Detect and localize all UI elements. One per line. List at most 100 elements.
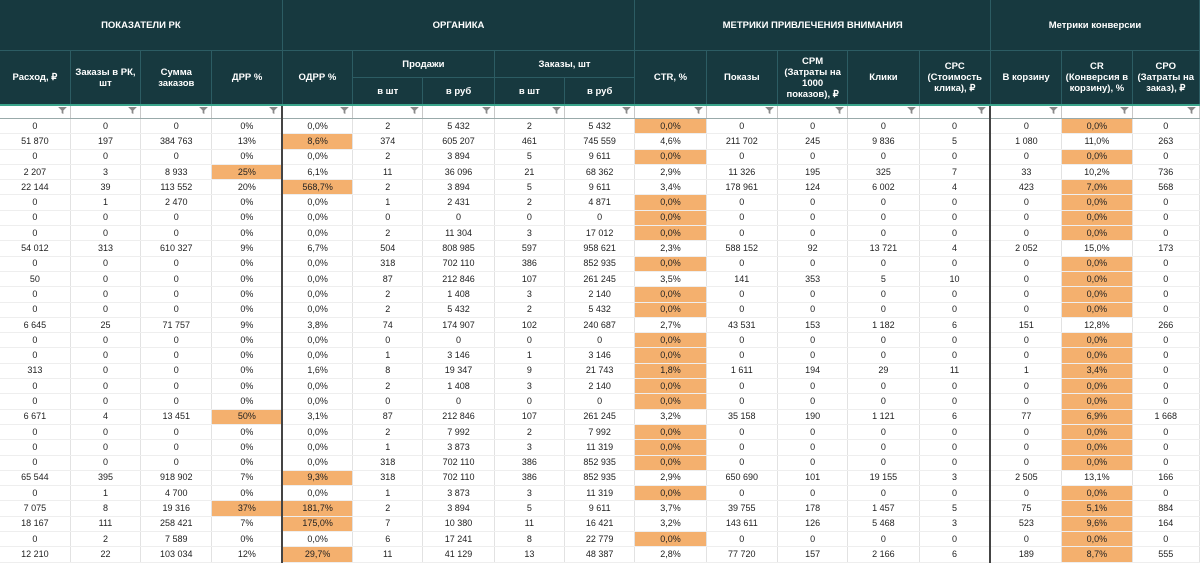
table-cell[interactable]: 25 <box>70 317 142 334</box>
table-cell[interactable]: 4 <box>919 179 991 196</box>
table-cell[interactable]: 0 <box>706 424 778 441</box>
table-cell[interactable]: 0 <box>0 149 71 165</box>
table-cell[interactable]: 318 <box>352 256 424 272</box>
table-cell[interactable]: 3 <box>494 225 566 242</box>
table-cell[interactable]: 3 <box>494 286 566 303</box>
table-cell[interactable]: 3 <box>919 470 991 487</box>
table-cell[interactable]: 1 <box>352 485 424 502</box>
table-cell[interactable]: 0 <box>706 439 778 456</box>
table-cell[interactable]: 0 <box>706 149 778 165</box>
filter-icon[interactable] <box>410 107 420 114</box>
table-cell[interactable]: 6,1% <box>281 164 354 181</box>
table-cell[interactable]: 11 304 <box>422 225 495 242</box>
table-cell[interactable]: 0 <box>919 378 991 395</box>
table-cell[interactable]: 0 <box>706 347 778 364</box>
table-cell[interactable]: 0 <box>1132 194 1200 211</box>
table-cell[interactable]: 0 <box>1132 271 1200 288</box>
table-cell[interactable]: 8,6% <box>281 133 354 150</box>
table-cell[interactable]: 211 702 <box>706 133 778 150</box>
table-cell[interactable]: 5,1% <box>1061 500 1133 517</box>
table-cell[interactable]: 0 <box>989 194 1063 211</box>
table-cell[interactable]: 2 470 <box>140 194 213 211</box>
col-header-orders-rub[interactable]: в руб <box>564 77 636 106</box>
table-cell[interactable]: 0,0% <box>281 455 354 471</box>
table-cell[interactable]: 263 <box>1132 133 1200 150</box>
table-cell[interactable]: 852 935 <box>564 256 636 272</box>
table-cell[interactable]: 0,0% <box>281 271 354 288</box>
table-cell[interactable]: 0 <box>0 332 71 349</box>
table-cell[interactable]: 13,1% <box>1061 470 1133 487</box>
table-cell[interactable]: 0 <box>777 378 849 395</box>
table-cell[interactable]: 212 846 <box>422 271 495 288</box>
table-cell[interactable]: 43 531 <box>706 317 778 334</box>
col-header-odrr[interactable]: ОДРР % <box>282 50 354 106</box>
table-cell[interactable]: 0% <box>211 531 283 548</box>
table-cell[interactable]: 0,0% <box>1061 256 1133 272</box>
table-cell[interactable]: 0,0% <box>634 286 707 303</box>
table-cell[interactable]: 16 421 <box>564 516 636 533</box>
table-cell[interactable]: 3 873 <box>422 485 495 502</box>
table-cell[interactable]: 101 <box>777 470 849 487</box>
table-cell[interactable]: 0 <box>0 256 71 272</box>
col-header-impressions[interactable]: Показы <box>706 50 778 106</box>
table-cell[interactable]: 918 902 <box>140 470 213 487</box>
table-cell[interactable]: 3 <box>494 439 566 456</box>
table-cell[interactable]: 1 <box>70 485 142 502</box>
col-header-sales-rub[interactable]: в руб <box>422 77 495 106</box>
table-cell[interactable]: 5 468 <box>847 516 920 533</box>
table-cell[interactable]: 384 763 <box>140 133 213 150</box>
table-cell[interactable]: 36 096 <box>422 164 495 181</box>
table-cell[interactable]: 2 166 <box>847 546 920 563</box>
table-cell[interactable]: 0% <box>211 149 283 165</box>
table-cell[interactable]: 0 <box>0 347 71 364</box>
table-cell[interactable]: 702 110 <box>422 455 495 471</box>
table-cell[interactable]: 0 <box>847 485 920 502</box>
filter-icon[interactable] <box>693 107 703 114</box>
table-cell[interactable]: 0 <box>564 332 636 349</box>
table-cell[interactable]: 0 <box>1132 286 1200 303</box>
table-cell[interactable]: 1,6% <box>281 363 354 380</box>
col-header-orders-sum[interactable]: Сумма заказов <box>140 50 213 106</box>
table-cell[interactable]: 3 873 <box>422 439 495 456</box>
table-cell[interactable]: 1 408 <box>422 286 495 303</box>
table-cell[interactable]: 0 <box>847 256 920 272</box>
table-cell[interactable]: 240 687 <box>564 317 636 334</box>
table-cell[interactable]: 0,0% <box>634 393 707 410</box>
table-cell[interactable]: 0,0% <box>634 225 707 242</box>
table-cell[interactable]: 3,5% <box>634 271 707 288</box>
table-cell[interactable]: 3,2% <box>634 409 707 425</box>
table-cell[interactable]: 0 <box>777 225 849 242</box>
table-cell[interactable]: 9% <box>211 317 283 334</box>
table-cell[interactable]: 0 <box>919 332 991 349</box>
table-cell[interactable]: 0 <box>1132 118 1200 135</box>
table-cell[interactable]: 0 <box>0 378 71 395</box>
table-cell[interactable]: 0,0% <box>634 332 707 349</box>
table-cell[interactable]: 124 <box>777 179 849 196</box>
table-cell[interactable]: 107 <box>494 271 566 288</box>
table-cell[interactable]: 0,0% <box>1061 271 1133 288</box>
table-cell[interactable]: 0 <box>1132 332 1200 349</box>
table-cell[interactable]: 6 002 <box>847 179 920 196</box>
table-cell[interactable]: 19 316 <box>140 500 213 517</box>
table-cell[interactable]: 0 <box>1132 302 1200 318</box>
table-cell[interactable]: 2 <box>352 378 424 395</box>
table-cell[interactable]: 0,0% <box>1061 455 1133 471</box>
table-cell[interactable]: 48 387 <box>564 546 636 563</box>
table-cell[interactable]: 0% <box>211 485 283 502</box>
table-cell[interactable]: 0,0% <box>634 347 707 364</box>
table-cell[interactable]: 0% <box>211 225 283 242</box>
table-cell[interactable]: 17 012 <box>564 225 636 242</box>
table-cell[interactable]: 2 052 <box>989 240 1063 257</box>
table-cell[interactable]: 11 319 <box>564 439 636 456</box>
table-cell[interactable]: 65 544 <box>0 470 71 487</box>
table-cell[interactable]: 2,7% <box>634 317 707 334</box>
table-cell[interactable]: 0 <box>847 378 920 395</box>
table-cell[interactable]: 0 <box>847 531 920 548</box>
table-cell[interactable]: 13 <box>494 546 566 563</box>
table-cell[interactable]: 5 432 <box>564 302 636 318</box>
table-cell[interactable]: 0 <box>989 149 1063 165</box>
table-cell[interactable]: 0 <box>70 118 142 135</box>
table-cell[interactable]: 0 <box>70 256 142 272</box>
table-cell[interactable]: 141 <box>706 271 778 288</box>
table-cell[interactable]: 92 <box>777 240 849 257</box>
